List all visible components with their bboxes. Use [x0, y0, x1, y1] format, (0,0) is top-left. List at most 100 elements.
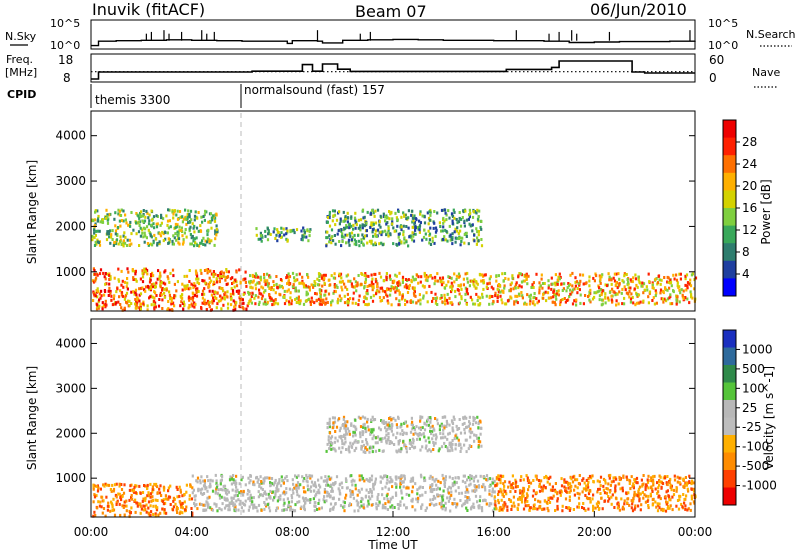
heatmap-cell [275, 275, 278, 278]
heatmap-cell [330, 228, 334, 232]
heatmap-cell [134, 278, 137, 282]
heatmap-cell [170, 296, 173, 300]
heatmap-cell [215, 306, 218, 310]
heatmap-cell [434, 275, 437, 279]
heatmap-cell [128, 514, 131, 518]
heatmap-cell [267, 282, 270, 286]
heatmap-cell [350, 474, 353, 478]
heatmap-cell [359, 228, 362, 232]
heatmap-cell [446, 487, 449, 491]
heatmap-cell [343, 235, 346, 239]
heatmap-cell [296, 493, 299, 497]
heatmap-cell [488, 302, 491, 306]
heatmap-cell [203, 269, 207, 272]
heatmap-cell [302, 226, 305, 230]
heatmap-cell [119, 238, 122, 242]
heatmap-cell [206, 237, 209, 241]
heatmap-cell [633, 490, 636, 494]
heatmap-cell [434, 433, 438, 437]
heatmap-cell [328, 213, 331, 217]
heatmap-cell [436, 486, 440, 490]
heatmap-cell [269, 233, 272, 236]
heatmap-cell [577, 281, 580, 285]
heatmap-cell [456, 221, 459, 225]
heatmap-cell [411, 490, 414, 494]
heatmap-cell [503, 284, 506, 288]
heatmap-cell [436, 493, 439, 497]
heatmap-cell [395, 483, 398, 487]
heatmap-cell [587, 485, 590, 489]
heatmap-cell [333, 209, 336, 213]
heatmap-cell [179, 304, 182, 308]
heatmap-cell [285, 508, 288, 512]
heatmap-cell [609, 483, 612, 487]
heatmap-cell [275, 233, 278, 237]
heatmap-cell [378, 290, 381, 294]
heatmap-cell [379, 480, 382, 484]
heatmap-cell [252, 503, 255, 507]
heatmap-cell [249, 499, 252, 503]
heatmap-cell [591, 297, 595, 301]
heatmap-cell [286, 229, 289, 233]
heatmap-cell [673, 277, 676, 281]
heatmap-cell [676, 475, 679, 479]
heatmap-cell [302, 282, 306, 286]
heatmap-cell [93, 228, 96, 232]
heatmap-cell [215, 227, 218, 231]
heatmap-cell [678, 288, 681, 292]
heatmap-cell [441, 436, 444, 440]
heatmap-cell [399, 432, 402, 436]
heatmap-cell [342, 415, 346, 419]
heatmap-cell [241, 501, 244, 505]
heatmap-cell [468, 498, 471, 502]
heatmap-cell [212, 280, 216, 284]
power-ylabel: Slant Range [km] [25, 160, 39, 264]
heatmap-cell [206, 299, 210, 303]
heatmap-cell [138, 216, 141, 220]
heatmap-cell [402, 474, 405, 478]
heatmap-cell [652, 296, 655, 300]
heatmap-cell [458, 274, 461, 278]
heatmap-cell [113, 276, 116, 280]
heatmap-cell [404, 303, 407, 306]
heatmap-cell [286, 497, 289, 501]
heatmap-cell [271, 303, 274, 307]
heatmap-cell [520, 280, 524, 284]
heatmap-cell [621, 302, 624, 306]
heatmap-cell [669, 486, 672, 489]
heatmap-cell [221, 474, 224, 478]
heatmap-cell [374, 232, 377, 236]
heatmap-cell [422, 294, 425, 298]
heatmap-cell [105, 216, 108, 220]
heatmap-cell [397, 284, 400, 287]
heatmap-cell [155, 225, 159, 229]
heatmap-cell [346, 273, 350, 277]
heatmap-cell [333, 213, 337, 217]
heatmap-cell [137, 502, 140, 506]
heatmap-cell [545, 299, 548, 303]
heatmap-cell [680, 288, 683, 292]
heatmap-cell [375, 235, 378, 238]
heatmap-cell [454, 295, 457, 299]
heatmap-cell [211, 508, 214, 512]
heatmap-cell [226, 488, 229, 492]
heatmap-cell [623, 272, 626, 276]
heatmap-cell [190, 497, 194, 501]
heatmap-cell [404, 420, 407, 424]
heatmap-cell [467, 217, 470, 221]
heatmap-cell [232, 291, 235, 295]
heatmap-cell [430, 487, 433, 491]
heatmap-cell [559, 303, 562, 307]
heatmap-cell [248, 481, 251, 485]
heatmap-cell [591, 497, 594, 501]
heatmap-cell [344, 424, 347, 428]
heatmap-cell [607, 482, 610, 486]
heatmap-cell [574, 284, 577, 288]
heatmap-cell [326, 480, 329, 484]
heatmap-cell [518, 497, 521, 501]
heatmap-cell [592, 480, 595, 484]
heatmap-cell [224, 497, 227, 501]
heatmap-cell [659, 291, 662, 295]
heatmap-cell [234, 278, 237, 282]
heatmap-cell [206, 503, 209, 507]
